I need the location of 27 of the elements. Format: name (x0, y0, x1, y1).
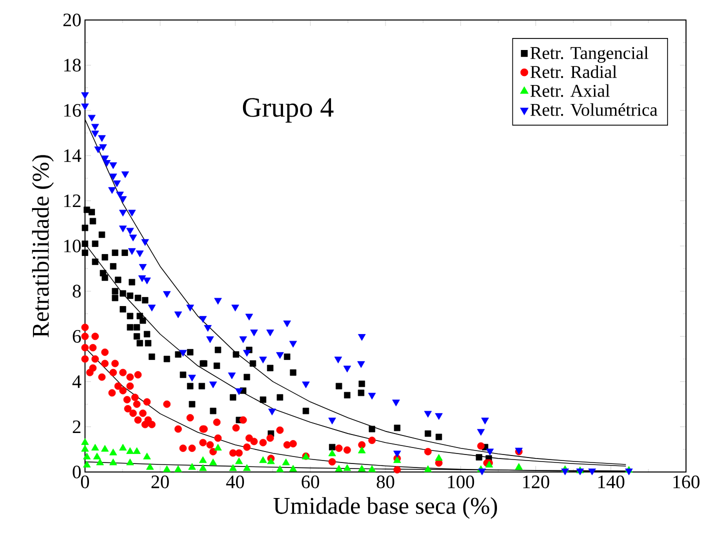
x-tick-label: 0 (80, 476, 90, 488)
x-tick-label: 20 (151, 476, 169, 488)
y-tick-label: 10 (64, 240, 81, 252)
y-tick-label: 0 (72, 466, 81, 478)
legend-label: Retr. Axial (530, 84, 610, 97)
y-tick-label: 2 (72, 420, 80, 434)
x-tick-label: 160 (673, 476, 700, 488)
annotation: Grupo 4 (242, 98, 334, 123)
y-tick-label: 20 (63, 14, 81, 26)
x-tick-label: 60 (302, 476, 320, 488)
x-axis-title: Umidade base seca (%) (273, 497, 497, 519)
x-tick-label: 140 (598, 476, 624, 488)
legend-label: Retr. Radial (530, 65, 617, 78)
y-tick-label: 8 (72, 284, 81, 298)
y-tick-label: 12 (64, 194, 80, 208)
x-tick-label: 80 (376, 476, 394, 488)
y-tick-label: 18 (64, 58, 81, 72)
y-tick-label: 6 (72, 330, 81, 343)
x-tick-label: 40 (226, 476, 244, 488)
y-tick-label: 4 (72, 375, 82, 388)
y-tick-label: 14 (64, 149, 82, 162)
x-tick-label: 120 (523, 476, 550, 488)
y-axis-title: Retratibilidade (%) (32, 155, 54, 338)
x-tick-label: 100 (448, 476, 474, 488)
y-tick-label: 16 (64, 104, 81, 117)
legend-label: Retr. Tangencial (530, 46, 648, 63)
legend-label: Retr. Volumétrica (530, 103, 658, 116)
